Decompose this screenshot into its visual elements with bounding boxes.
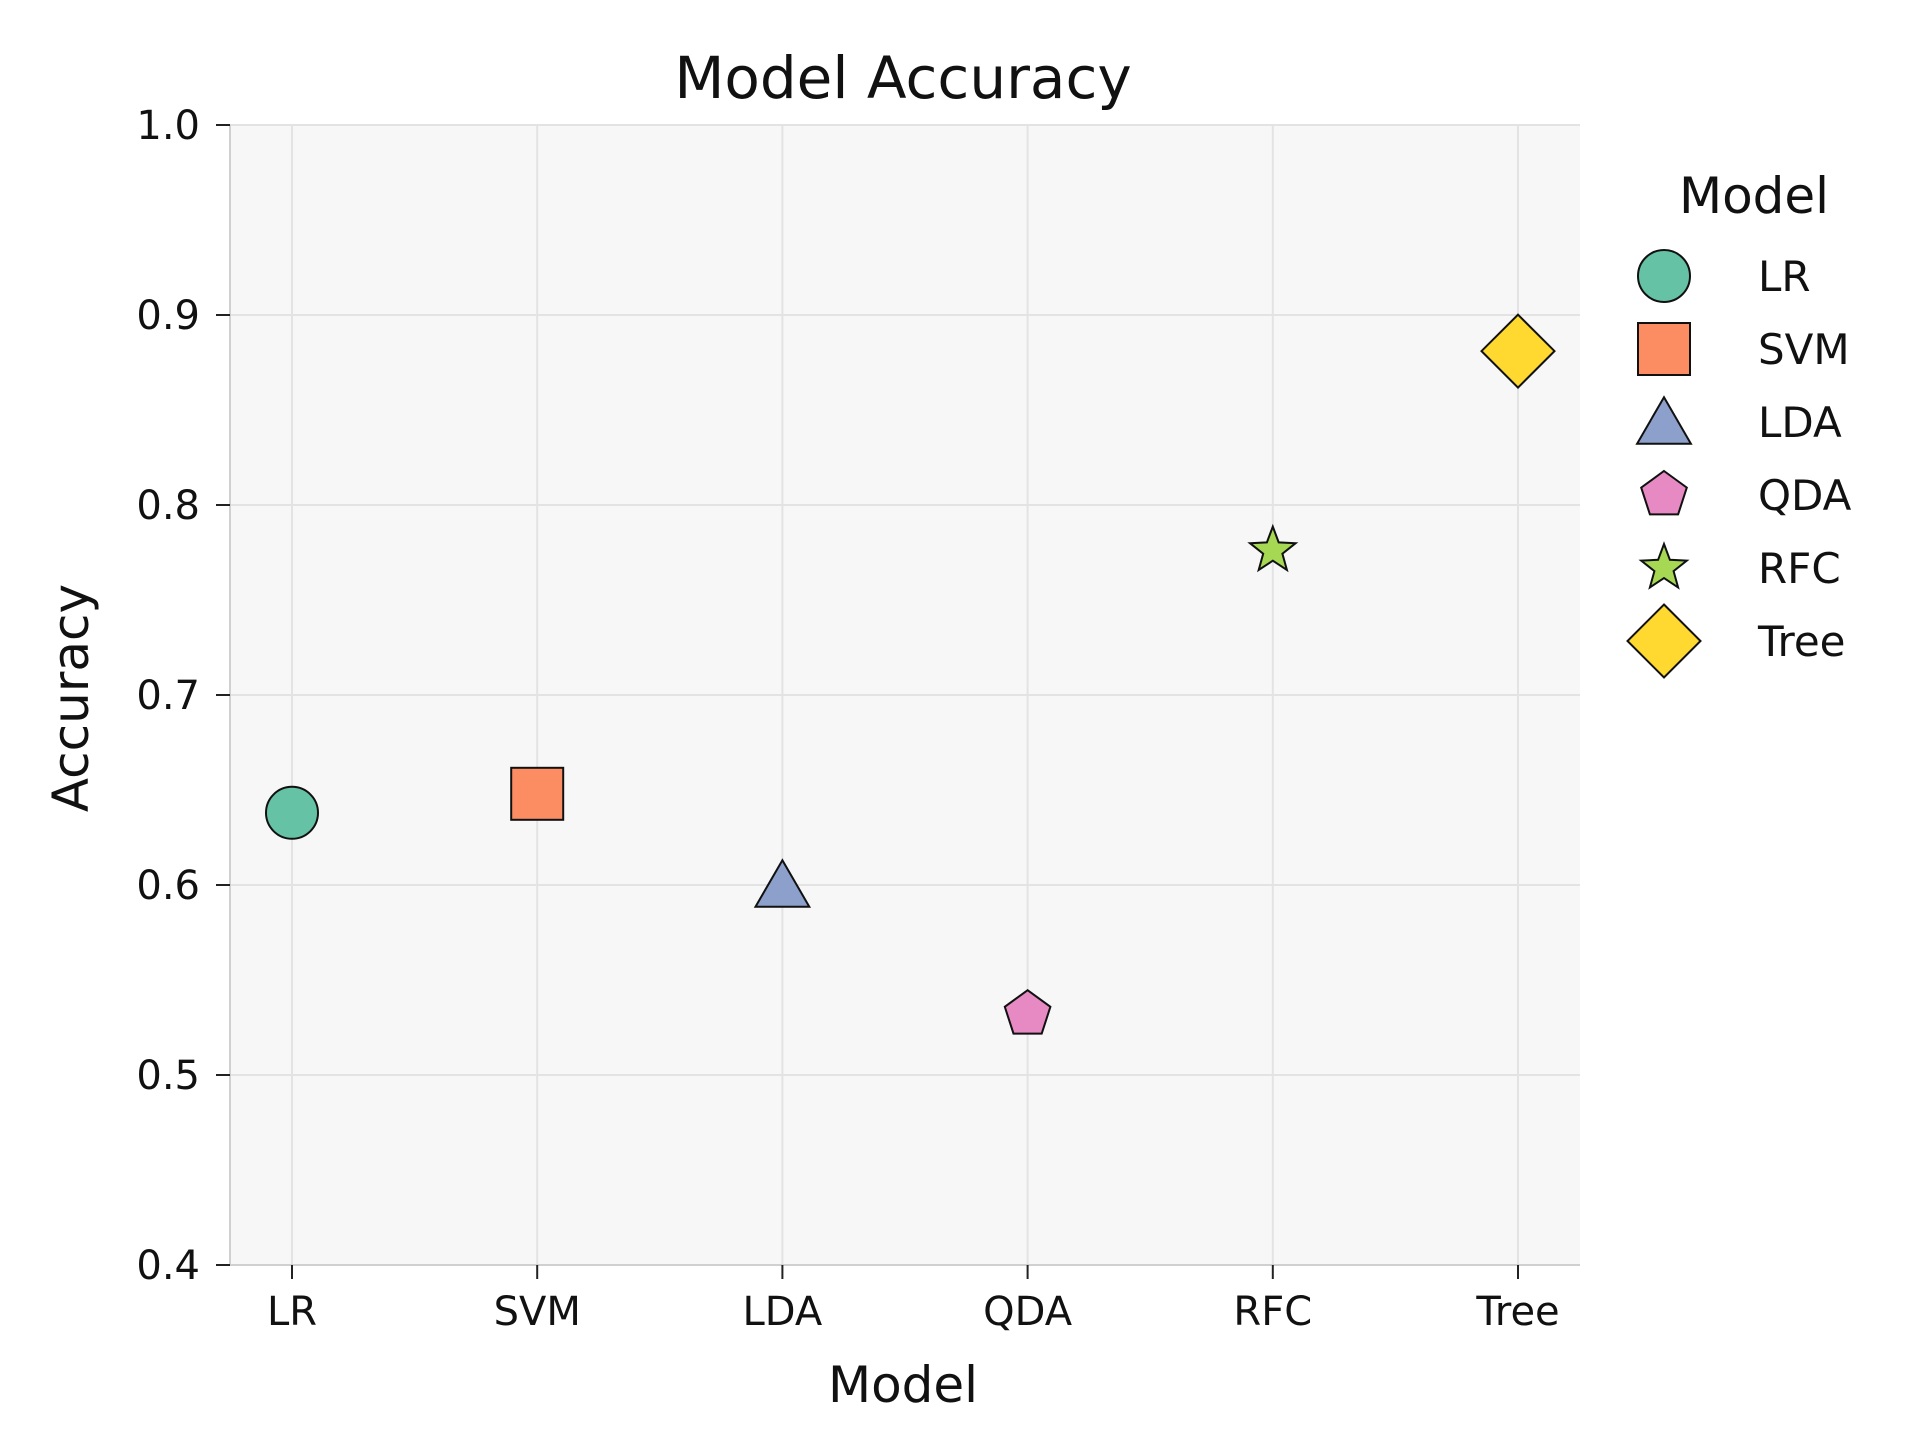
legend-label-lr: LR: [1758, 252, 1811, 301]
y-tick-label: 0.5: [136, 1053, 200, 1099]
y-tick-label: 0.7: [136, 673, 200, 719]
legend-label-svm: SVM: [1758, 325, 1850, 374]
y-axis-label: Accuracy: [42, 584, 100, 812]
legend-label-tree: Tree: [1757, 617, 1846, 666]
legend: Model LR SVM LDA QDA RFC Tree: [1626, 167, 1852, 679]
x-tick-label: Tree: [1475, 1289, 1559, 1335]
data-point-lr: [265, 785, 319, 840]
y-tick-label: 0.8: [136, 483, 200, 529]
legend-marker-qda: [1640, 469, 1688, 516]
y-tick-label: 0.9: [136, 293, 200, 339]
legend-label-rfc: RFC: [1758, 544, 1841, 593]
legend-marker-rfc: [1638, 541, 1690, 590]
y-tick-label: 1.0: [136, 103, 200, 149]
x-axis-ticks: LR SVM LDA QDA RFC Tree: [267, 1265, 1560, 1335]
y-axis-ticks: 0.4 0.5 0.6 0.7 0.8 0.9 1.0: [136, 103, 230, 1289]
legend-label-qda: QDA: [1758, 471, 1852, 520]
data-markers: [265, 313, 1556, 1035]
x-tick-label: SVM: [494, 1289, 581, 1335]
grid-lines: [230, 124, 1580, 1265]
legend-marker-tree: [1626, 603, 1702, 679]
y-tick-label: 0.4: [136, 1243, 200, 1289]
chart-title: Model Accuracy: [674, 44, 1131, 112]
legend-label-lda: LDA: [1758, 398, 1842, 447]
x-axis-label: Model: [828, 1356, 978, 1414]
x-tick-label: QDA: [983, 1289, 1073, 1335]
legend-marker-lr: [1637, 249, 1691, 303]
x-tick-label: LR: [267, 1289, 317, 1335]
y-tick-label: 0.6: [136, 863, 200, 909]
data-point-svm: [510, 766, 565, 821]
legend-marker-lda: [1635, 395, 1693, 445]
data-point-lda: [753, 858, 812, 908]
x-tick-label: LDA: [743, 1289, 823, 1335]
data-point-rfc: [1247, 523, 1299, 573]
plot-area: 0.4 0.5 0.6 0.7 0.8 0.9 1.0 LR SVM LDA QDA RFC Tree: [136, 103, 1580, 1335]
x-tick-label: RFC: [1233, 1289, 1312, 1335]
legend-marker-svm: [1637, 322, 1691, 376]
data-point-tree: [1480, 313, 1556, 390]
legend-items: LR SVM LDA QDA RFC Tree: [1626, 249, 1852, 679]
legend-title: Model: [1679, 167, 1829, 225]
data-point-qda: [1003, 988, 1052, 1035]
